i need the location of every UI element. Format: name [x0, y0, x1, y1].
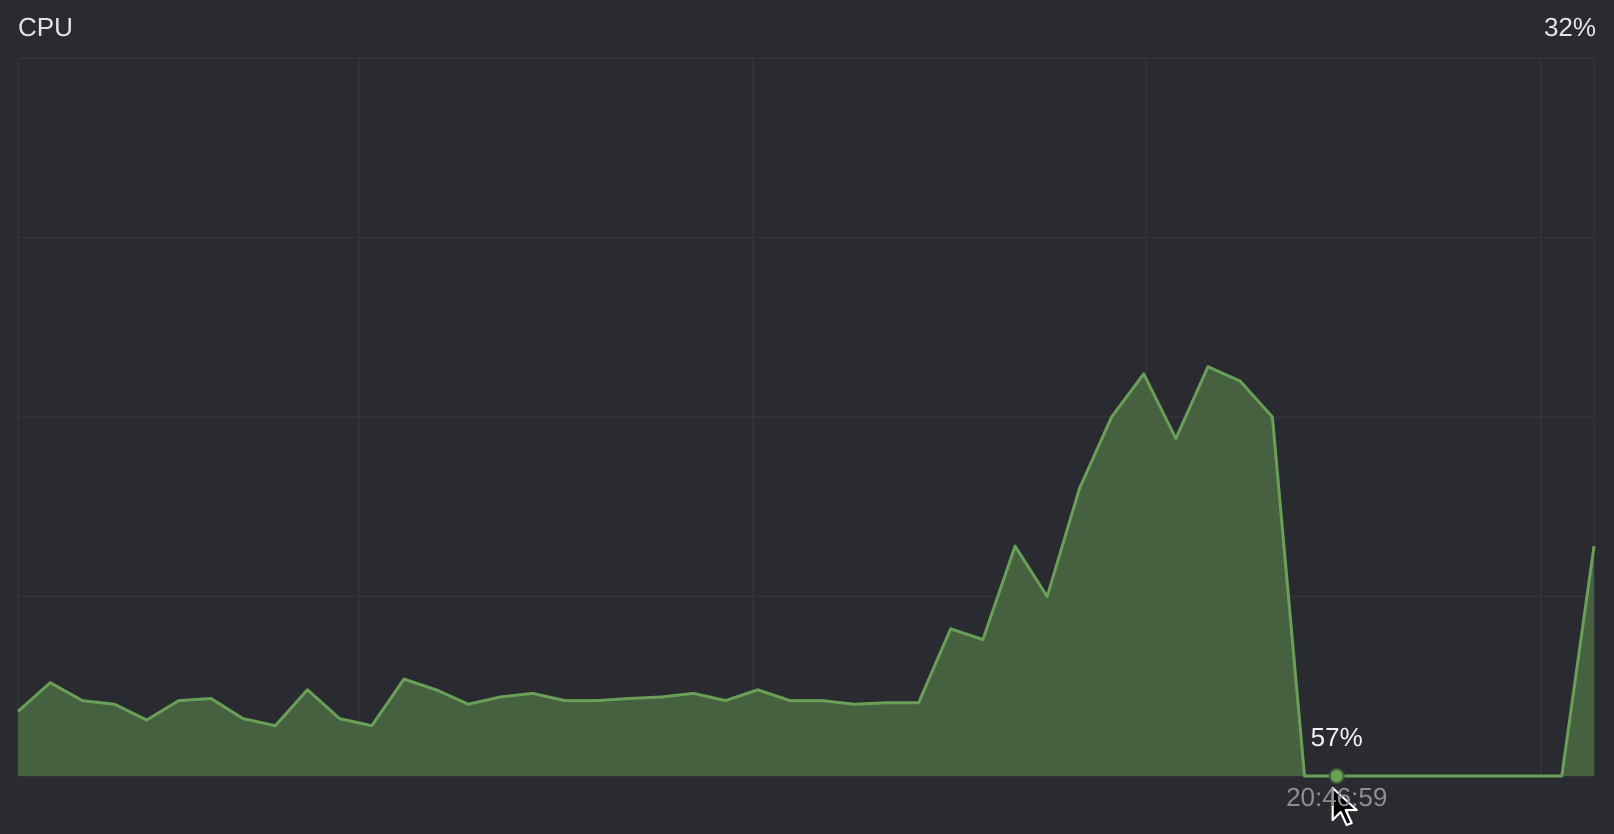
tooltip-value: 57% — [1311, 722, 1363, 752]
chart-title: CPU — [18, 12, 73, 42]
mouse-cursor-icon — [1331, 786, 1358, 827]
grid — [17, 57, 1595, 777]
tooltip-time: 20:46:59 — [1286, 782, 1388, 812]
hover-point — [1328, 768, 1345, 784]
area-fill — [18, 366, 1594, 776]
current-value: 32% — [1543, 12, 1596, 42]
